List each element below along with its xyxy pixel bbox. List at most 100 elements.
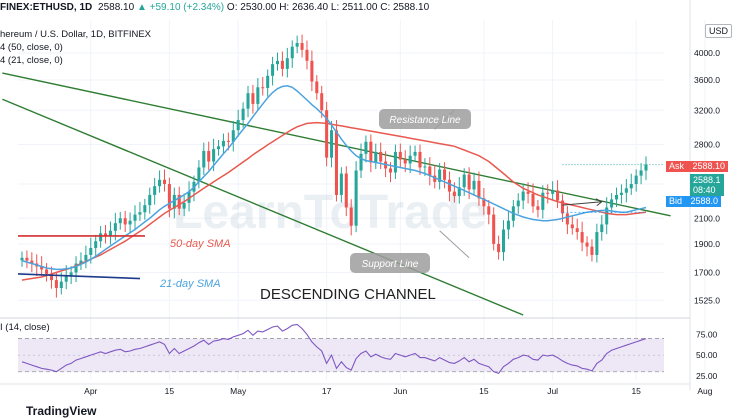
- candle-down: [403, 159, 407, 164]
- candle-up: [172, 194, 176, 209]
- support-callout-pointer: [439, 230, 470, 259]
- candle-up: [290, 46, 294, 59]
- candle-down: [585, 242, 589, 247]
- candle-up: [501, 229, 506, 253]
- resistance-callout-box: [379, 109, 471, 129]
- candle-up: [271, 64, 275, 76]
- candle-up: [84, 254, 88, 261]
- candle-down: [349, 207, 353, 226]
- candle-up: [182, 202, 186, 209]
- breakout-arrow: [562, 201, 602, 206]
- candle-down: [546, 192, 550, 194]
- candle-down: [560, 200, 564, 214]
- time-tick-label: 17: [322, 386, 332, 396]
- up-arrow-icon: ▲: [136, 2, 147, 13]
- candle-up: [236, 120, 240, 131]
- time-tick-label: 15: [165, 386, 175, 396]
- support-resistance-levels: [17, 164, 664, 280]
- candle-down: [334, 130, 338, 195]
- rsi-tick-label: 75.00: [696, 329, 718, 339]
- candle-down: [325, 110, 329, 158]
- candle-up: [364, 141, 368, 154]
- candle-up: [506, 220, 510, 230]
- candle-down: [177, 194, 181, 209]
- candle-down: [580, 232, 584, 243]
- candle-up: [133, 214, 137, 221]
- support-callout-box: [350, 253, 430, 273]
- candle-up: [629, 184, 633, 189]
- candle-down: [492, 214, 496, 244]
- candle-down: [49, 273, 54, 281]
- candle-down: [315, 81, 319, 94]
- candle-down: [300, 42, 304, 50]
- time-tick-label: 15: [631, 386, 641, 396]
- candle-down: [104, 233, 108, 236]
- rsi-legend[interactable]: I (14, close): [0, 322, 50, 333]
- rsi-band: [18, 338, 664, 372]
- price-tick-label: 1525.0: [694, 295, 720, 305]
- rsi-line: [21, 323, 647, 375]
- candle-down: [452, 191, 456, 197]
- candle-up: [231, 130, 235, 142]
- candle-down: [226, 140, 230, 142]
- candle-up: [614, 194, 619, 200]
- candle-up: [187, 191, 191, 203]
- price-tick-label: 1700.0: [694, 267, 720, 277]
- support-line-label: Support Line: [362, 259, 419, 270]
- candle-down: [575, 228, 579, 233]
- candle-up: [472, 180, 476, 190]
- candle-up: [99, 233, 103, 242]
- candle-down: [536, 206, 540, 210]
- candle-down: [207, 150, 211, 162]
- candle-down: [54, 280, 58, 288]
- ohlc-open: O: 2530.00: [226, 2, 277, 13]
- tradingview-logo[interactable]: TradingView: [26, 404, 97, 418]
- candle-up: [221, 140, 225, 147]
- candle-down: [344, 173, 348, 208]
- candle-down: [497, 243, 501, 253]
- rsi-line-group: [21, 323, 647, 375]
- candle-up: [551, 190, 555, 194]
- last-price: 2588.10: [98, 2, 135, 13]
- candle-up: [275, 60, 280, 65]
- candle-up: [158, 179, 162, 187]
- sma50-label: 50-day SMA: [170, 238, 231, 250]
- time-axis[interactable]: Apr 15 May 17 Jun 15 Jul 15 Aug: [0, 383, 713, 396]
- candle-down: [25, 257, 29, 261]
- breakout-arrowhead: [595, 198, 603, 207]
- last-price-tag: 2588.1 08:40: [690, 174, 724, 196]
- candle-down: [482, 198, 486, 207]
- rsi-pane: [18, 338, 664, 373]
- candle-up: [339, 173, 343, 195]
- ask-tag: Ask 2588.10: [666, 161, 729, 172]
- ohlc-close: C: 2588.10: [380, 2, 430, 13]
- sma21-legend[interactable]: 4 (21, close, 0): [0, 55, 63, 66]
- candle-down: [388, 168, 393, 173]
- candle-up: [153, 186, 157, 195]
- currency-label[interactable]: USD: [704, 24, 732, 38]
- candle-down: [570, 224, 574, 229]
- candle-up: [241, 108, 245, 121]
- symbol-label[interactable]: FINEX:ETHUSD, 1D: [0, 2, 93, 13]
- candle-down: [123, 218, 127, 225]
- sma50-legend[interactable]: 4 (50, close, 0): [0, 42, 63, 53]
- candle-up: [128, 220, 132, 225]
- time-tick-label: Aug: [697, 386, 712, 396]
- time-tick-label: Jun: [393, 386, 407, 396]
- sma21-label: 21-day SMA: [159, 278, 221, 290]
- candle-down: [398, 151, 402, 160]
- candle-down: [418, 151, 422, 168]
- candle-up: [197, 167, 201, 182]
- bid-value: 2588.0: [690, 196, 719, 206]
- candle-up: [516, 200, 520, 207]
- candle-up: [413, 151, 417, 156]
- candle-down: [305, 49, 309, 61]
- candle-up: [605, 207, 609, 225]
- candle-up: [457, 187, 461, 197]
- candle-up: [624, 188, 628, 193]
- time-tick-label: Jul: [547, 386, 558, 396]
- rsi-tick-label: 25.00: [696, 371, 718, 381]
- candle-down: [320, 93, 324, 111]
- candle-down: [369, 141, 373, 163]
